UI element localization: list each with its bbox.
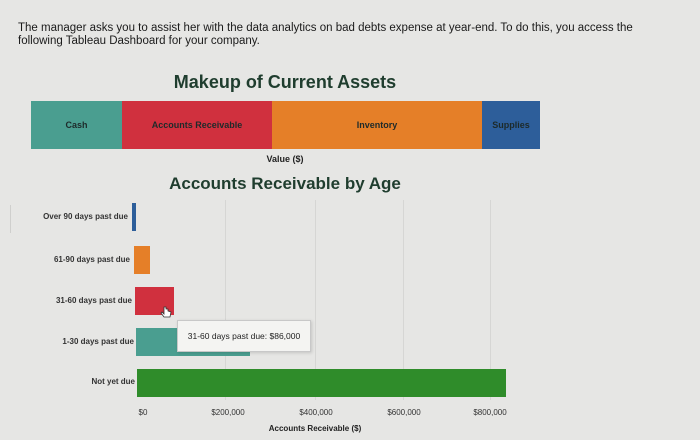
x-tick: $200,000: [211, 408, 245, 417]
row-label-31-60: 31-60 days past due: [55, 296, 132, 305]
row-label-over-90: Over 90 days past due: [43, 212, 128, 221]
segment-label: Cash: [65, 120, 88, 130]
x-tick: $0: [138, 408, 148, 417]
segment-label: Accounts Receivable: [151, 120, 243, 130]
gridline: [315, 200, 316, 400]
gridline: [403, 200, 404, 400]
bar-over-90[interactable]: [132, 203, 136, 231]
row-label-1-30: 1-30 days past due: [62, 337, 134, 346]
hand-cursor-icon: [160, 306, 172, 318]
ar-x-axis-label: Accounts Receivable ($): [268, 424, 362, 433]
assets-x-axis-label: Value ($): [266, 154, 304, 164]
segment-label: Supplies: [492, 120, 530, 130]
row-label-not-yet-due: Not yet due: [91, 377, 135, 386]
assets-chart-title: Makeup of Current Assets: [173, 72, 397, 92]
bar-61-90[interactable]: [134, 246, 150, 274]
segment-cash[interactable]: Cash: [31, 101, 122, 149]
ar-chart-title: Accounts Receivable by Age: [169, 174, 401, 193]
segment-accounts-receivable[interactable]: Accounts Receivable: [122, 101, 272, 149]
row-label-61-90: 61-90 days past due: [53, 255, 130, 264]
current-assets-stacked-bar: Cash Accounts Receivable Inventory Suppl…: [31, 101, 540, 149]
x-tick: $600,000: [387, 408, 421, 417]
segment-label: Inventory: [356, 120, 398, 130]
segment-supplies[interactable]: Supplies: [482, 101, 540, 149]
intro-text: The manager asks you to assist her with …: [18, 22, 633, 47]
bar-tooltip: 31-60 days past due: $86,000: [177, 320, 311, 352]
segment-inventory[interactable]: Inventory: [272, 101, 482, 149]
gridline: [225, 200, 226, 400]
tooltip-text: 31-60 days past due: $86,000: [187, 331, 301, 341]
x-tick: $400,000: [299, 408, 333, 417]
bar-not-yet-due[interactable]: [137, 369, 506, 397]
side-panel-edge: [0, 205, 11, 233]
x-tick: $800,000: [473, 408, 507, 417]
gridline: [490, 200, 491, 400]
